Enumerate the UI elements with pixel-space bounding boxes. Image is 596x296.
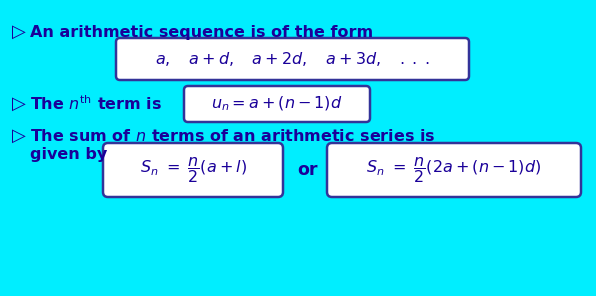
Text: ▷: ▷ xyxy=(12,127,26,145)
Text: ▷: ▷ xyxy=(12,23,26,41)
Text: given by: given by xyxy=(30,147,107,163)
FancyBboxPatch shape xyxy=(116,38,469,80)
FancyBboxPatch shape xyxy=(184,86,370,122)
Text: $S_n \ =\ \dfrac{n}{2}(a+l)$: $S_n \ =\ \dfrac{n}{2}(a+l)$ xyxy=(139,155,247,185)
FancyBboxPatch shape xyxy=(327,143,581,197)
FancyBboxPatch shape xyxy=(103,143,283,197)
Text: $S_n \ =\ \dfrac{n}{2}(2a+(n-1)d)$: $S_n \ =\ \dfrac{n}{2}(2a+(n-1)d)$ xyxy=(367,155,542,185)
Text: $u_n = a+(n-1)d$: $u_n = a+(n-1)d$ xyxy=(211,95,343,113)
Text: $a, \quad a+d, \quad a+2d, \quad a+3d, \quad .\;.\;.$: $a, \quad a+d, \quad a+2d, \quad a+3d, \… xyxy=(155,50,430,68)
Text: or: or xyxy=(298,161,318,179)
Text: The $n^{\rm th}$ term is: The $n^{\rm th}$ term is xyxy=(30,95,162,113)
Text: The sum of $n$ terms of an arithmetic series is: The sum of $n$ terms of an arithmetic se… xyxy=(30,128,436,144)
Text: An arithmetic sequence is of the form: An arithmetic sequence is of the form xyxy=(30,25,373,39)
Text: ▷: ▷ xyxy=(12,95,26,113)
